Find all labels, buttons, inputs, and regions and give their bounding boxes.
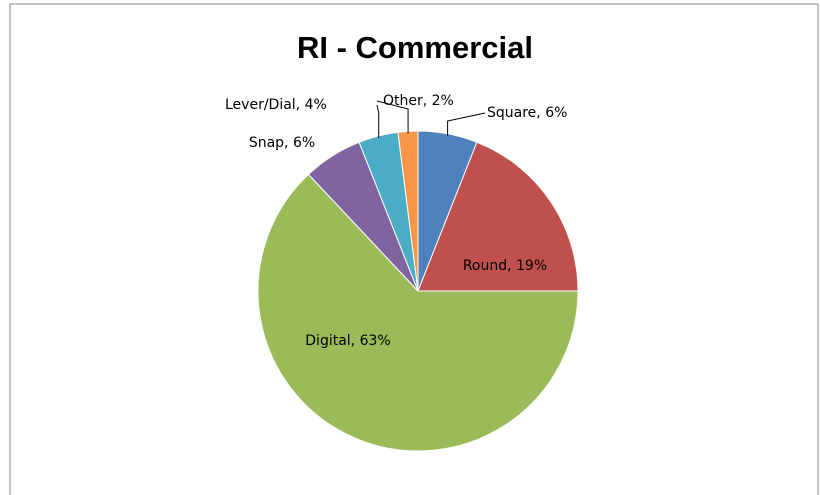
data-label: Round, 19%: [463, 258, 547, 274]
chart-title: RI - Commercial: [297, 30, 533, 65]
leader-line: [376, 104, 380, 138]
pie-slice: [417, 141, 579, 292]
leader-line: [447, 112, 486, 136]
leader-line: [376, 100, 409, 134]
data-label: Other, 2%: [383, 93, 454, 109]
data-label: Digital, 63%: [305, 333, 390, 349]
data-label: Lever/Dial, 4%: [225, 97, 327, 113]
data-label: Square, 6%: [487, 105, 567, 121]
data-label: Snap, 6%: [249, 135, 315, 151]
pie-slice: [257, 173, 579, 452]
